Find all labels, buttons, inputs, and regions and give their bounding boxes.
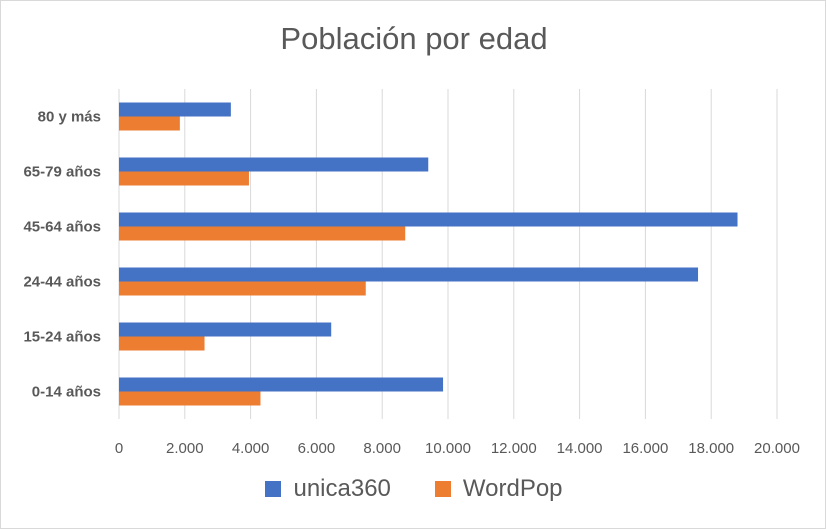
bar-wordpop-3 [119,281,366,296]
bar-wordpop-2 [119,226,406,241]
legend-item-unica360: unica360 [265,475,391,503]
x-tick-label: 18.000 [688,440,734,457]
x-tick-label: 10.000 [425,440,471,457]
bar-unica360-3 [119,267,699,282]
x-tick-label: 12.000 [491,440,537,457]
legend-swatch-wordpop [434,481,451,497]
bar-unica360-1 [119,157,429,172]
y-category-label: 24-44 años [23,274,101,291]
x-tick-label: 6.000 [298,440,336,457]
x-tick-label: 2.000 [166,440,204,457]
x-tick-label: 20.000 [754,440,800,457]
legend-label-unica360: unica360 [293,475,391,502]
y-category-label: 45-64 años [23,219,101,236]
y-category-label: 80 y más [38,109,101,126]
bar-unica360-2 [119,212,738,227]
legend-label-wordpop: WordPop [462,475,563,502]
legend-item-wordpop: WordPop [434,475,563,503]
bar-unica360-5 [119,377,444,392]
y-category-label: 15-24 años [23,329,101,346]
bar-wordpop-5 [119,391,261,406]
y-category-label: 0-14 años [32,384,101,401]
legend-swatch-unica360 [265,481,282,497]
x-tick-label: 16.000 [622,440,668,457]
legend: unica360 WordPop [1,475,826,503]
bar-unica360-0 [119,102,231,117]
x-tick-label: 4.000 [232,440,270,457]
bar-wordpop-1 [119,171,249,186]
x-tick-label: 0 [115,440,123,457]
chart-title: Población por edad [280,21,548,56]
bar-wordpop-4 [119,336,205,351]
bar-unica360-4 [119,322,332,337]
x-tick-label: 14.000 [557,440,603,457]
bar-wordpop-0 [119,116,180,131]
x-tick-label: 8.000 [363,440,401,457]
y-category-label: 65-79 años [23,164,101,181]
